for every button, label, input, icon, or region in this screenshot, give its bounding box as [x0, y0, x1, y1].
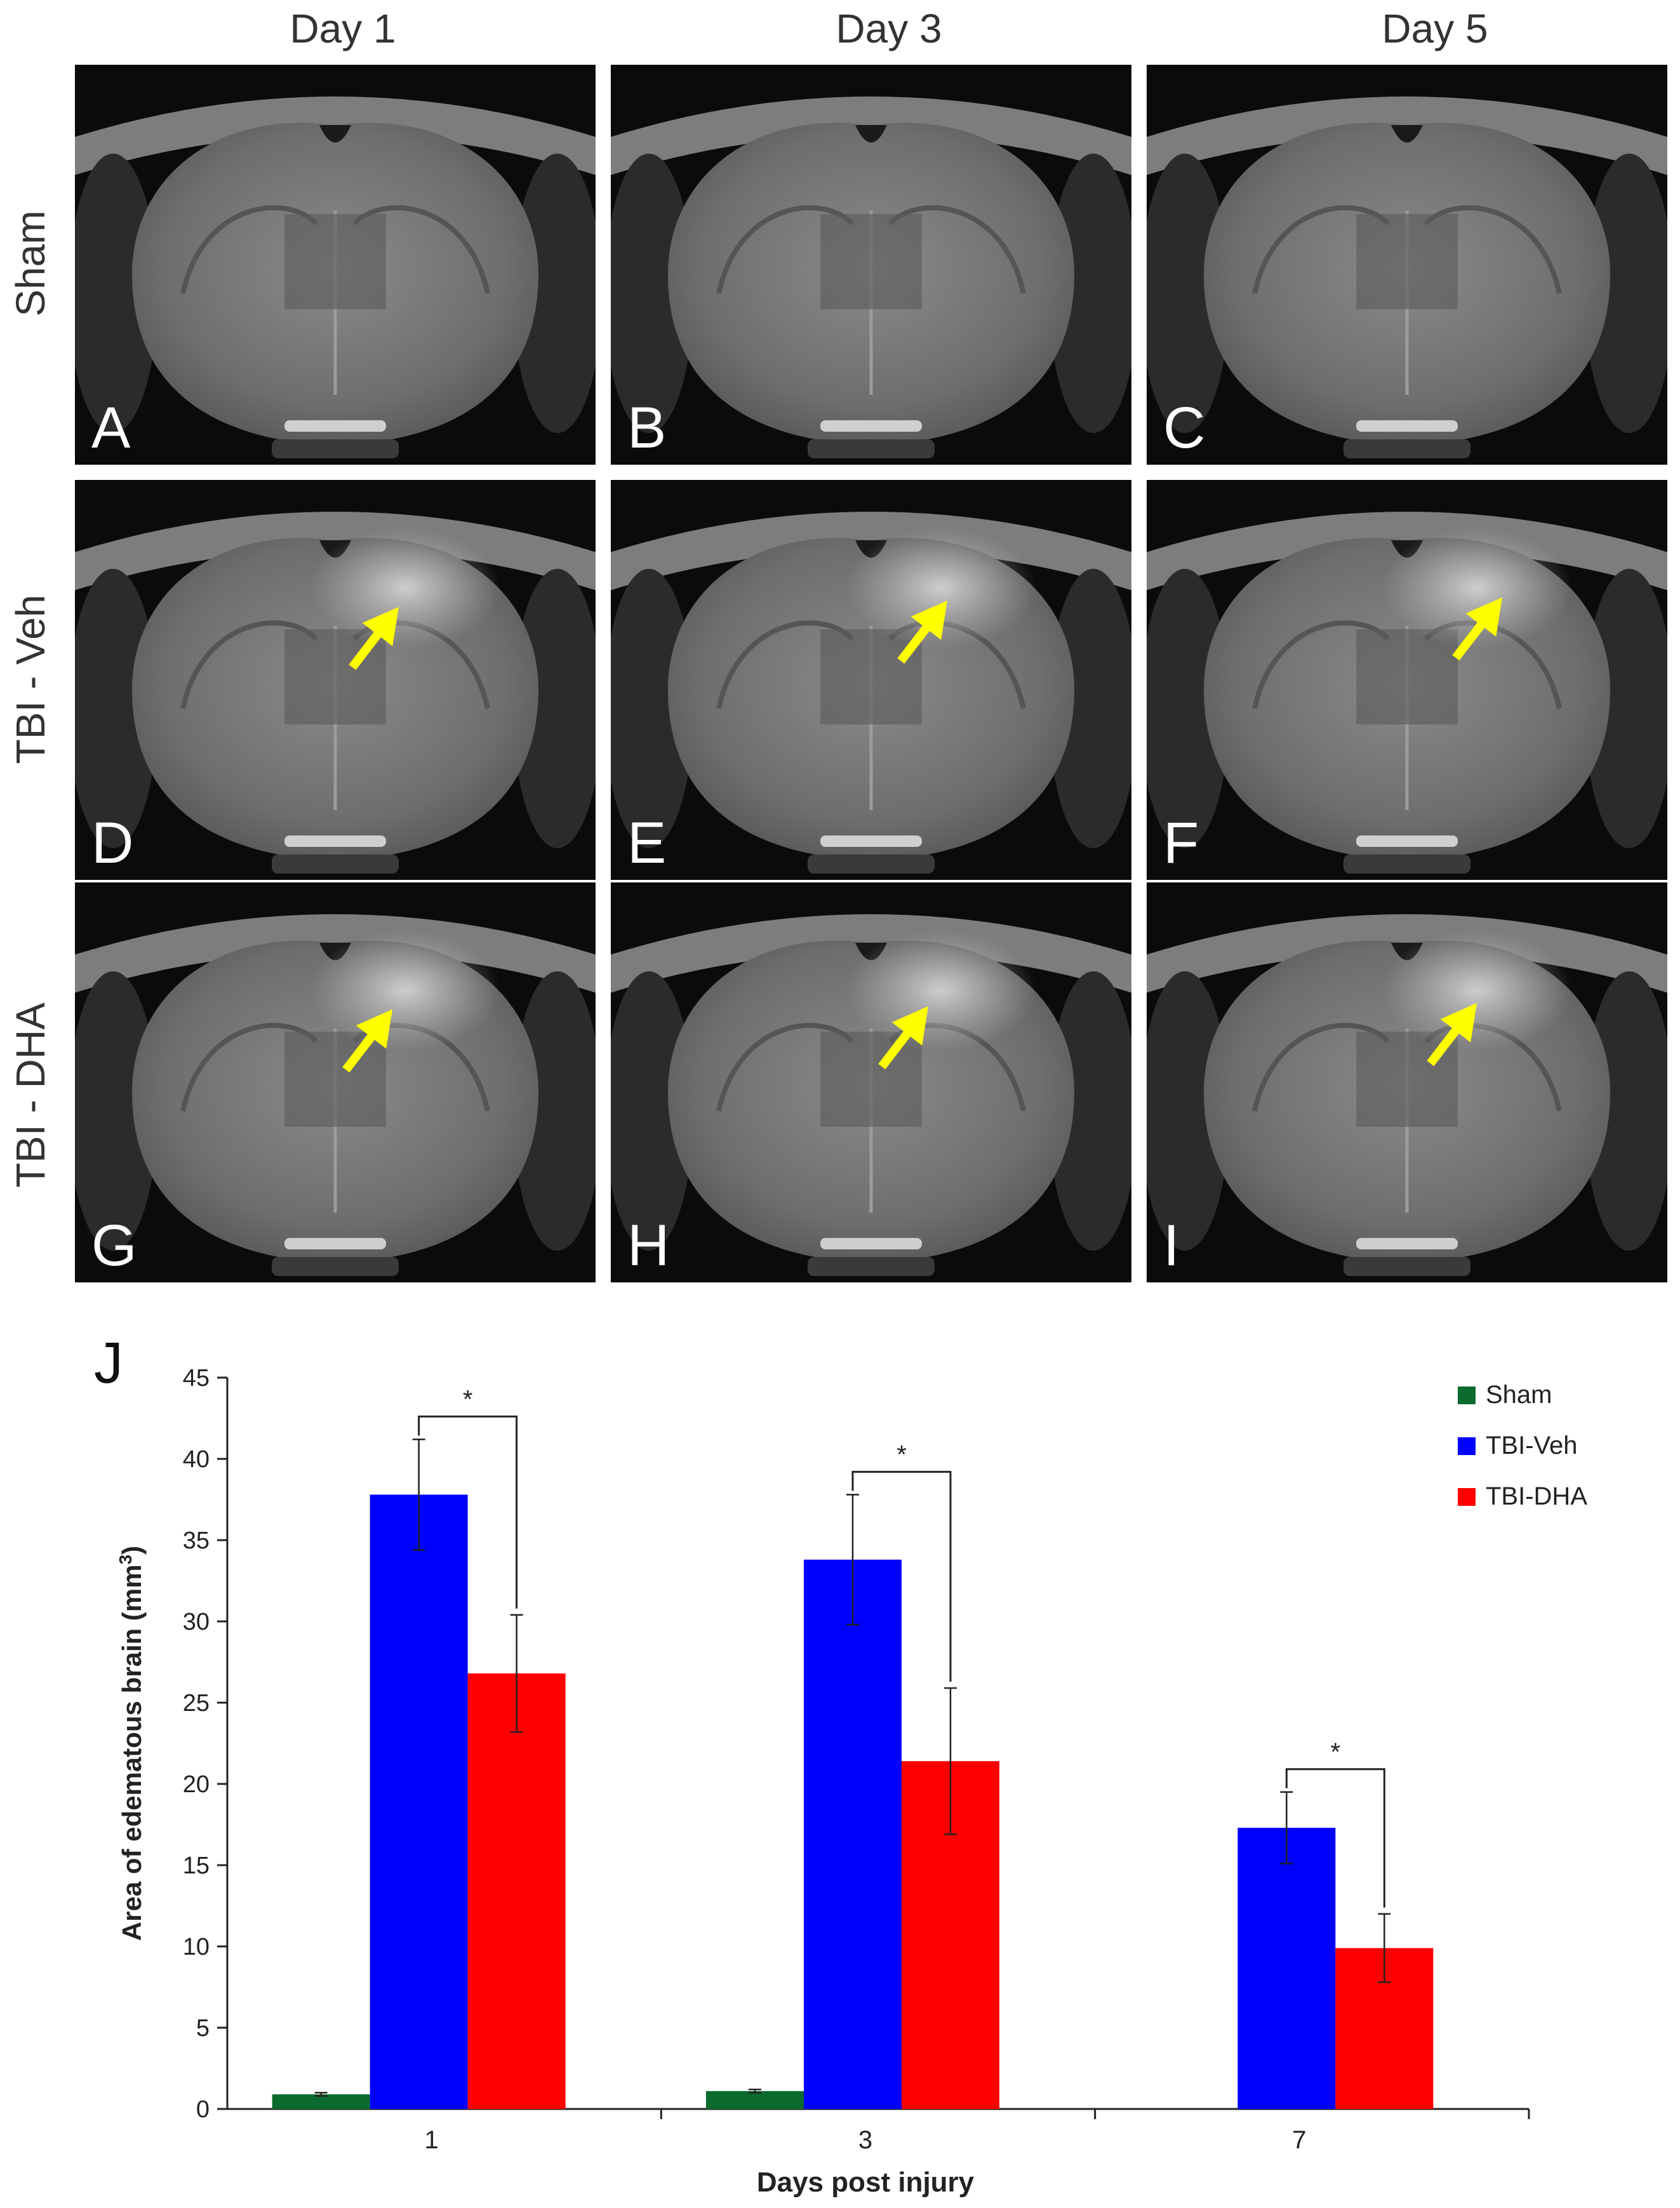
panel-letter-c: C [1163, 396, 1206, 460]
y-tick-label: 35 [183, 1527, 210, 1554]
significance-star: * [1331, 1738, 1341, 1766]
lesion-arrow-icon [1440, 1003, 1477, 1042]
mri-panel-d: D [75, 480, 596, 880]
mri-panel-c: C [1147, 65, 1667, 465]
bar-tbi-veh-day-1 [370, 1494, 468, 2109]
y-tick-label: 10 [183, 1934, 210, 1960]
panel-letter-d: D [91, 811, 134, 875]
significance-bracket [1285, 1768, 1385, 1908]
y-tick-label: 45 [183, 1365, 210, 1392]
x-tick-label: 7 [1292, 2126, 1306, 2154]
edema-bar-chart: J 0 5 10 15 20 25 30 35 40 45 1 * 3 * 7 * Area of edemato… [0, 1308, 1680, 2208]
lesion-arrow-icon [891, 1006, 928, 1046]
bar-tbi-veh-day-7 [1237, 1828, 1336, 2109]
significance-bracket [851, 1470, 952, 1682]
x-axis-label: Days post injury [757, 2167, 975, 2198]
mri-panel-i: I [1147, 882, 1667, 1282]
column-header-day-5: Day 5 [1382, 6, 1488, 51]
y-tick-label: 0 [196, 2096, 210, 2123]
y-tick-label: 40 [183, 1446, 210, 1473]
chart-svg: J 0 5 10 15 20 25 30 35 40 45 1 * 3 * 7 * Area of edemato… [94, 1331, 1587, 2198]
bar-sham-day-1 [272, 2094, 370, 2109]
bar-tbi-veh-day-3 [804, 1559, 902, 2109]
legend-swatch-sham [1458, 1387, 1476, 1404]
bar-tbi-dha-day-1 [467, 1673, 566, 2109]
x-tick-label: 3 [858, 2126, 872, 2154]
y-tick-label: 25 [183, 1690, 210, 1717]
mri-panel-f: F [1147, 480, 1667, 880]
mri-panel-a: A [75, 65, 596, 465]
lesion-arrow-icon [1465, 597, 1502, 637]
panel-letter-h: H [627, 1213, 670, 1278]
y-tick-label: 15 [183, 1852, 210, 1879]
chart-panel-label: J [94, 1331, 123, 1395]
panel-letter-g: G [91, 1213, 137, 1278]
significance-star: * [463, 1385, 473, 1413]
y-axis-label: Area of edematous brain (mm3) [116, 1546, 147, 1941]
legend-swatch-tbi-veh [1458, 1437, 1476, 1455]
column-header-day-3: Day 3 [836, 6, 942, 51]
lesion-arrow-icon [356, 1009, 392, 1049]
panel-letter-f: F [1163, 811, 1199, 875]
x-tick-label: 1 [425, 2126, 439, 2154]
panel-letter-i: I [1163, 1213, 1180, 1278]
lesion-arrow-icon [910, 601, 947, 640]
y-tick-label: 5 [196, 2015, 210, 2042]
significance-bracket [418, 1415, 518, 1609]
legend-swatch-tbi-dha [1458, 1488, 1476, 1506]
mri-panel-e: E [611, 480, 1131, 880]
lesion-arrow-icon [362, 607, 399, 646]
legend-label-sham: Sham [1486, 1381, 1552, 1409]
significance-star: * [897, 1440, 907, 1468]
mri-panel-g: G [75, 882, 596, 1282]
bar-sham-day-3 [706, 2091, 804, 2109]
y-tick-label: 20 [183, 1771, 210, 1798]
legend-label-tbi-veh: TBI-Veh [1486, 1432, 1578, 1460]
mri-panel-b: B [611, 65, 1131, 465]
column-header-day-1: Day 1 [290, 6, 396, 51]
panel-letter-e: E [627, 811, 667, 875]
mri-panel-h: H [611, 882, 1131, 1282]
panel-letter-a: A [91, 396, 131, 460]
y-tick-label: 30 [183, 1609, 210, 1635]
legend-label-tbi-dha: TBI-DHA [1486, 1482, 1587, 1510]
panel-letter-b: B [627, 396, 667, 460]
